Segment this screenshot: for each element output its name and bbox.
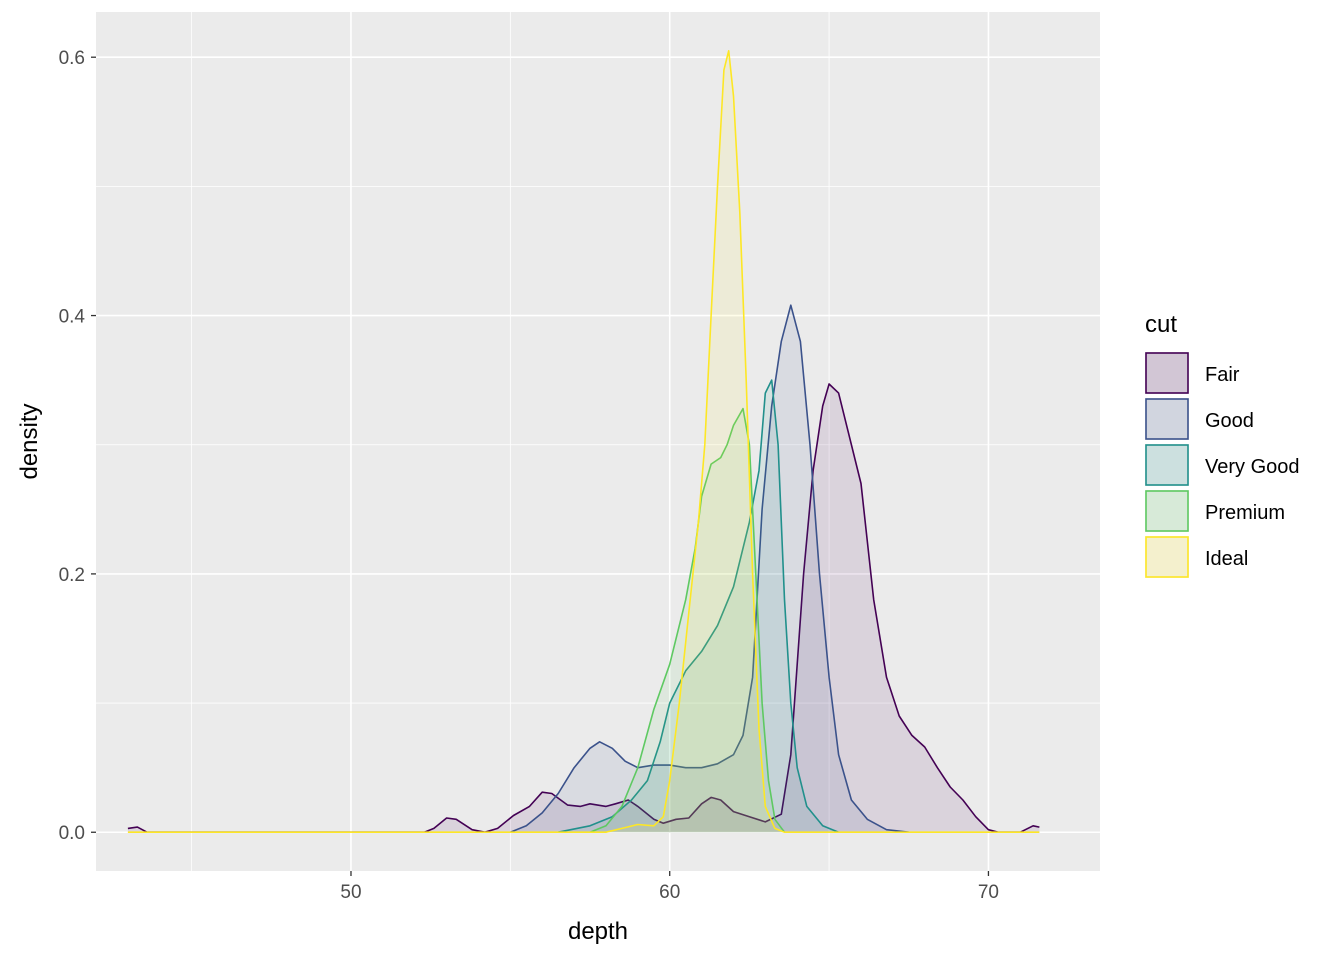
plot-panel [96, 12, 1100, 871]
density-areas [127, 50, 1040, 833]
legend-label-very-good: Very Good [1205, 456, 1300, 478]
density-line-very-good [558, 379, 839, 833]
legend-key-bg [1145, 352, 1189, 394]
density-line-ideal [127, 50, 1040, 833]
legend-label-fair: Fair [1205, 364, 1240, 386]
y-tick-label: 0.2 [59, 565, 85, 586]
x-axis-title: depth [568, 918, 628, 945]
y-tick-label: 0.6 [59, 48, 85, 69]
y-axis: 0.0 0.2 0.4 0.6 [59, 48, 96, 844]
legend-key-very-good [1145, 444, 1189, 486]
x-axis: 50 60 70 [340, 871, 999, 903]
y-axis-title: density [16, 403, 43, 479]
legend-title: cut [1145, 311, 1177, 338]
legend-items: Fair Good Very Good Premium Ideal [1145, 352, 1300, 578]
legend-key-bg [1145, 490, 1189, 532]
y-tick-label: 0.0 [59, 823, 85, 844]
density-line-premium [589, 407, 786, 833]
legend-key-fair [1145, 352, 1189, 394]
legend-label-ideal: Ideal [1205, 548, 1248, 570]
minor-gridlines [96, 12, 1100, 871]
legend-key-bg [1145, 398, 1189, 440]
legend-key-premium [1145, 490, 1189, 532]
x-tick-label: 60 [659, 882, 680, 903]
legend-key-bg [1145, 444, 1189, 486]
legend-key-good [1145, 398, 1189, 440]
density-line-good [510, 304, 909, 833]
density-area-very-good [558, 380, 839, 833]
legend: cut Fair Good Very Good Premium Ideal [1145, 311, 1300, 578]
x-tick-label: 50 [340, 882, 361, 903]
legend-label-good: Good [1205, 410, 1254, 432]
legend-label-premium: Premium [1205, 502, 1285, 524]
y-tick-label: 0.4 [59, 307, 86, 328]
density-line-fair [127, 383, 1040, 833]
x-tick-label: 70 [978, 882, 999, 903]
legend-key-bg [1145, 536, 1189, 578]
legend-key-ideal [1145, 536, 1189, 578]
